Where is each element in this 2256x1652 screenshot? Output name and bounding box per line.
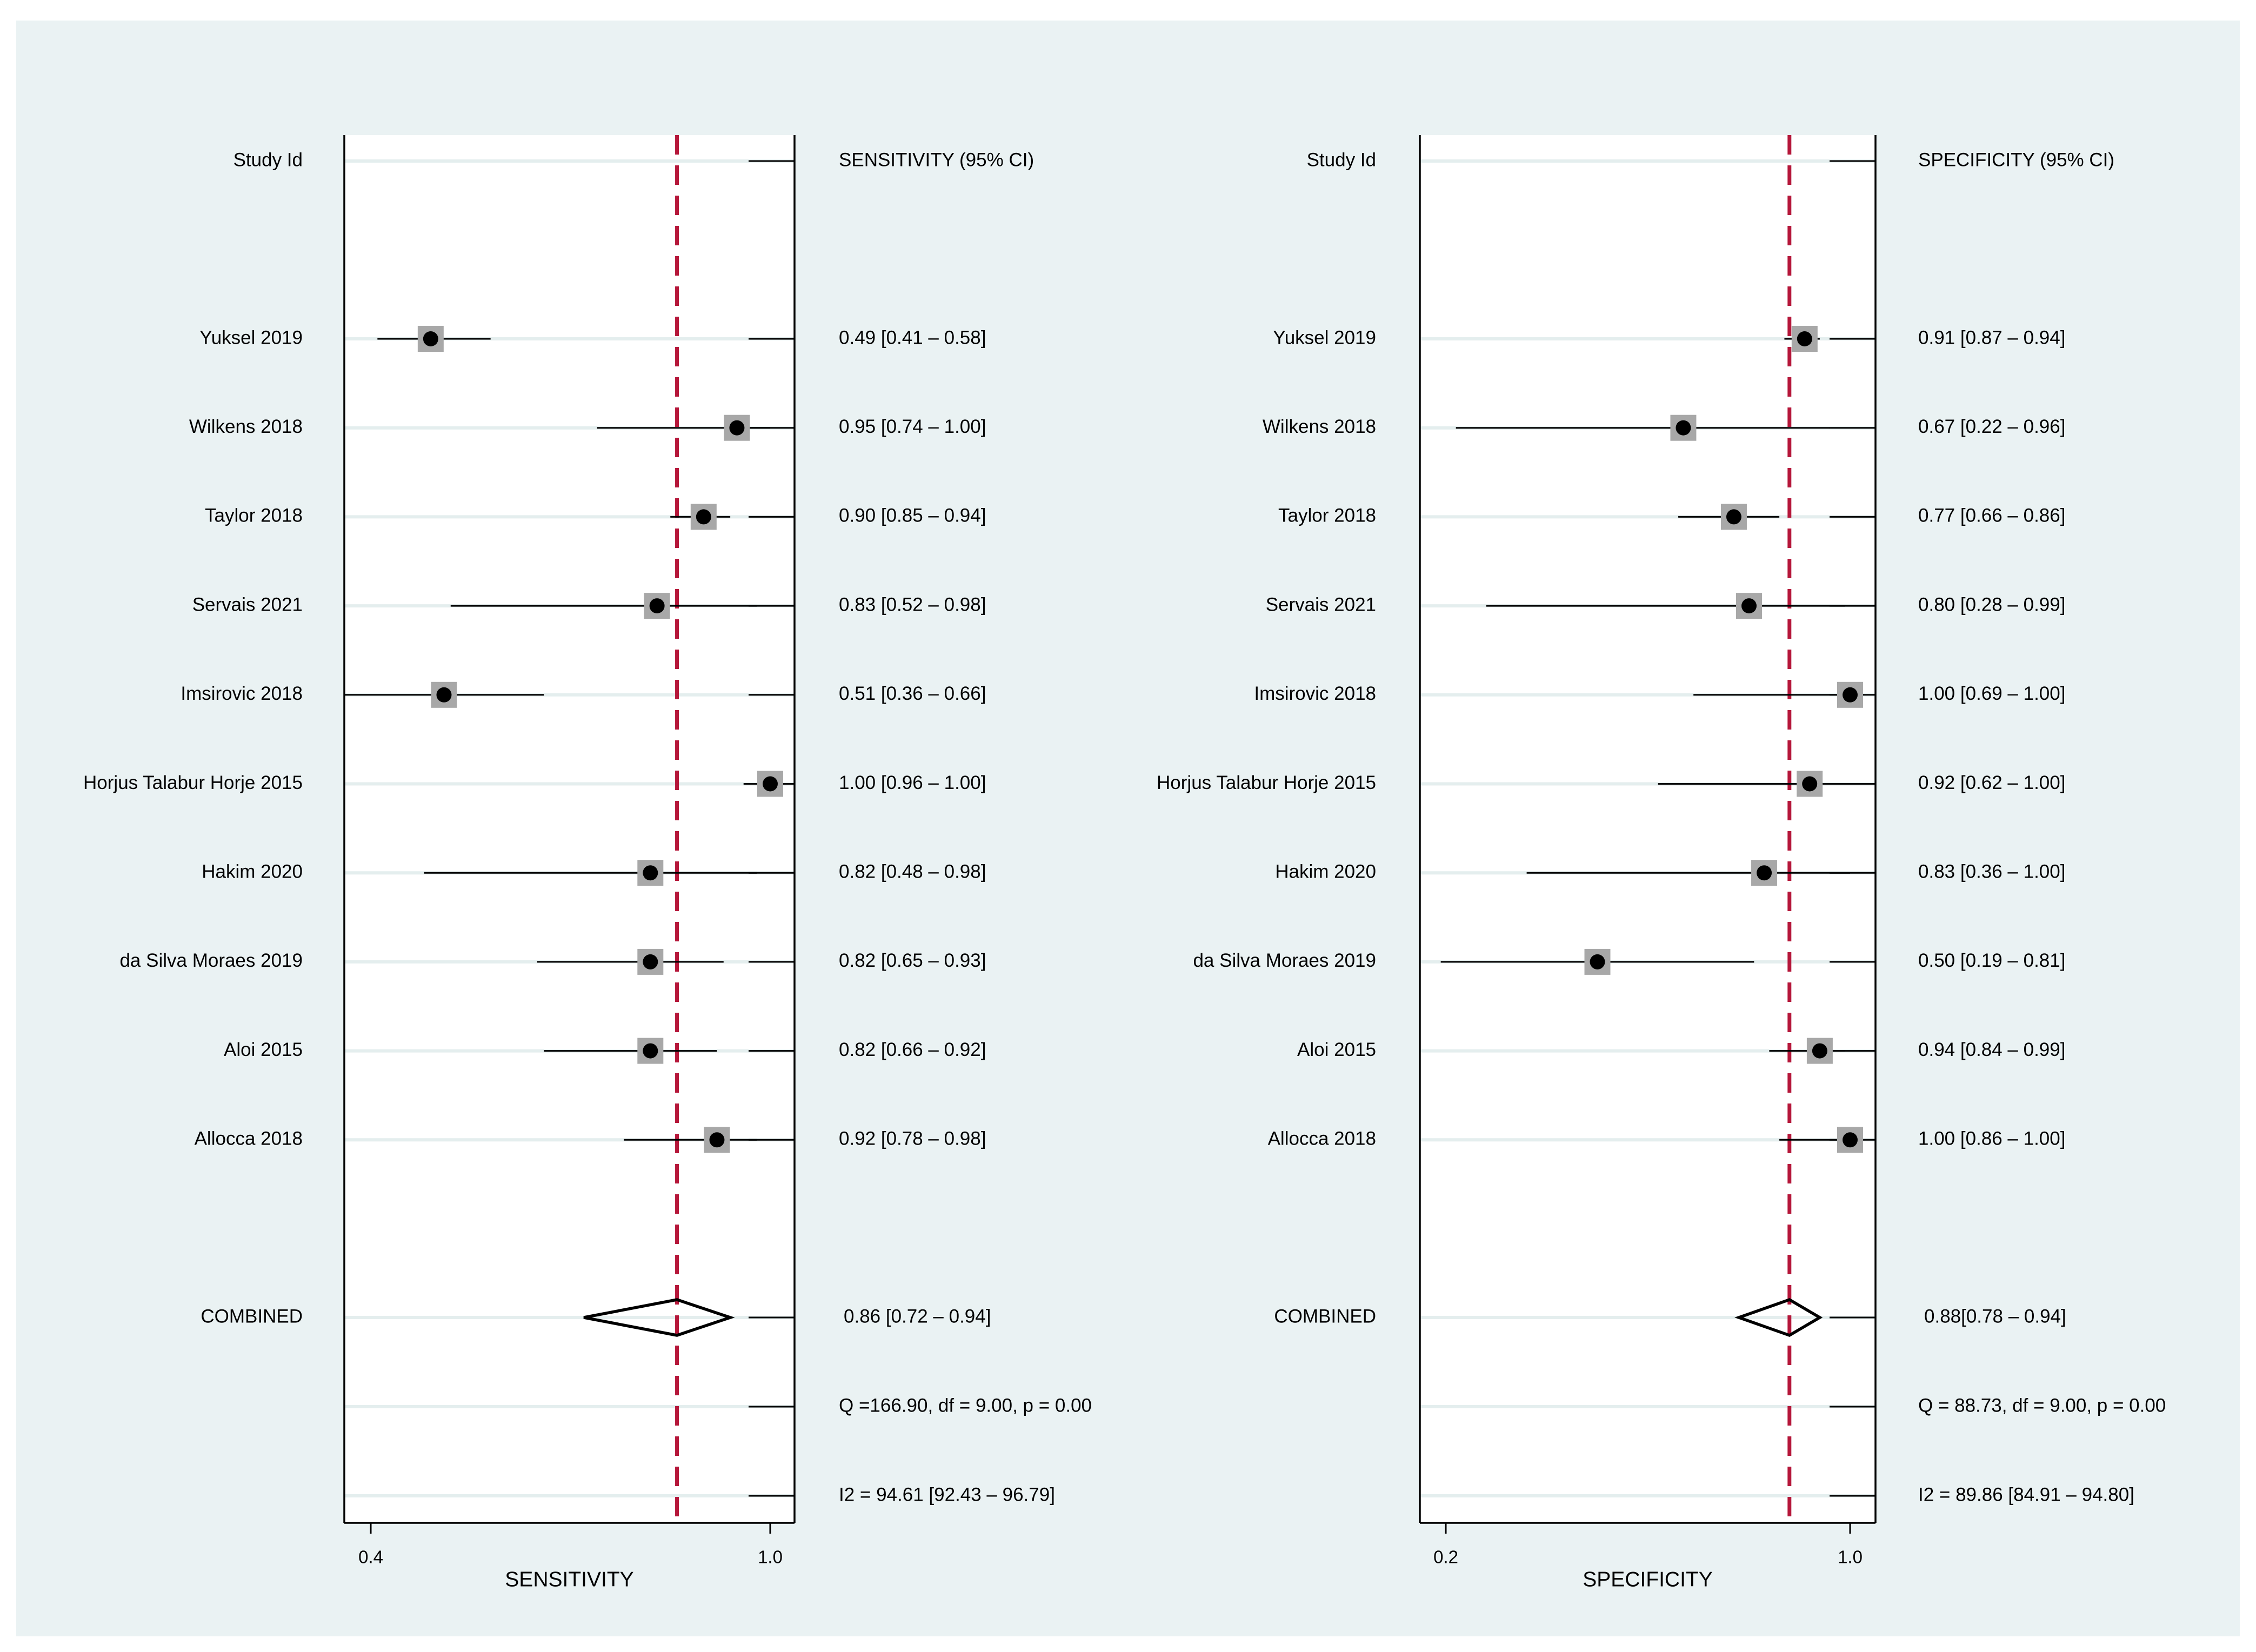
point-estimate-dot (1757, 865, 1772, 881)
specificity-axis-title: SPECIFICITY (1583, 1568, 1713, 1591)
study-name: Yuksel 2019 (1273, 327, 1376, 348)
heterogeneity-i2-stat: I2 = 94.61 [92.43 – 96.79] (839, 1484, 1055, 1505)
specificity-ci-header: SPECIFICITY (95% CI) (1918, 149, 2114, 170)
study-name: Allocca 2018 (1268, 1128, 1376, 1149)
study-estimate-label: 1.00 [0.96 – 1.00] (839, 772, 986, 793)
study-estimate-label: 0.90 [0.85 – 0.94] (839, 505, 986, 526)
specificity-forest-panel (1419, 135, 1877, 1534)
point-estimate-dot (1741, 598, 1757, 614)
point-estimate-dot (643, 865, 658, 881)
study-name: Allocca 2018 (195, 1128, 303, 1149)
study-estimate-label: 0.82 [0.65 – 0.93] (839, 950, 986, 971)
study-name: Wilkens 2018 (189, 416, 303, 437)
study-name: Wilkens 2018 (1263, 416, 1376, 437)
study-estimate-label: 0.77 [0.66 – 0.86] (1918, 505, 2065, 526)
study-name: da Silva Moraes 2019 (1193, 950, 1376, 971)
combined-estimate-diamond (583, 1298, 735, 1337)
study-estimate-label: 0.82 [0.48 – 0.98] (839, 861, 986, 882)
combined-label: COMBINED (1274, 1306, 1376, 1327)
study-name: Aloi 2015 (224, 1039, 303, 1060)
study-name: Aloi 2015 (1297, 1039, 1376, 1060)
study-name: Horjus Talabur Horje 2015 (83, 772, 303, 793)
study-estimate-label: 0.82 [0.66 – 0.92] (839, 1039, 986, 1060)
heterogeneity-q-stat: Q =166.90, df = 9.00, p = 0.00 (839, 1395, 1092, 1416)
study-name: Servais 2021 (1266, 594, 1376, 615)
study-name: Imsirovic 2018 (181, 683, 303, 704)
sensitivity-plot-area (344, 135, 795, 1523)
point-estimate-dot (1802, 776, 1818, 792)
point-estimate-dot (643, 1043, 658, 1059)
study-name: Servais 2021 (192, 594, 303, 615)
point-estimate-dot (1590, 954, 1605, 969)
point-estimate-dot (696, 509, 711, 525)
combined-estimate-label: 0.88[0.78 – 0.94] (1924, 1306, 2066, 1327)
study-estimate-label: 0.49 [0.41 – 0.58] (839, 327, 986, 348)
study-name: Hakim 2020 (1275, 861, 1376, 882)
point-estimate-dot (1812, 1043, 1827, 1059)
study-name: Taylor 2018 (205, 505, 303, 526)
heterogeneity-i2-stat: I2 = 89.86 [84.91 – 94.80] (1918, 1484, 2134, 1505)
point-estimate-dot (709, 1132, 725, 1148)
study-estimate-label: 0.51 [0.36 – 0.66] (839, 683, 986, 704)
combined-label: COMBINED (201, 1306, 303, 1327)
point-estimate-dot (436, 687, 452, 703)
point-estimate-dot (1843, 1132, 1858, 1148)
sensitivity-axis-title: SENSITIVITY (505, 1568, 633, 1591)
study-name: Imsirovic 2018 (1254, 683, 1376, 704)
combined-estimate-label: 0.86 [0.72 – 0.94] (844, 1306, 991, 1327)
study-estimate-label: 0.92 [0.78 – 0.98] (839, 1128, 986, 1149)
point-estimate-dot (1676, 420, 1691, 436)
point-estimate-dot (1797, 331, 1812, 346)
study-estimate-label: 0.92 [0.62 – 1.00] (1918, 772, 2065, 793)
study-estimate-label: 1.00 [0.69 – 1.00] (1918, 683, 2065, 704)
study-name: da Silva Moraes 2019 (119, 950, 303, 971)
point-estimate-dot (763, 776, 778, 792)
heterogeneity-q-stat: Q = 88.73, df = 9.00, p = 0.00 (1918, 1395, 2166, 1416)
study-estimate-label: 0.80 [0.28 – 0.99] (1918, 594, 2065, 615)
sensitivity-forest-panel (343, 135, 796, 1534)
study-estimate-label: 0.91 [0.87 – 0.94] (1918, 327, 2065, 348)
study-name: Taylor 2018 (1278, 505, 1376, 526)
study-id-header: Study Id (1307, 149, 1376, 170)
study-estimate-label: 1.00 [0.86 – 1.00] (1918, 1128, 2065, 1149)
study-estimate-label: 0.50 [0.19 – 0.81] (1918, 950, 2065, 971)
study-id-header: Study Id (233, 149, 303, 170)
study-estimate-label: 0.83 [0.52 – 0.98] (839, 594, 986, 615)
x-tick-label: 1.0 (758, 1547, 783, 1567)
study-estimate-label: 0.83 [0.36 – 1.00] (1918, 861, 2065, 882)
study-estimate-label: 0.94 [0.84 – 0.99] (1918, 1039, 2065, 1060)
x-tick-label: 0.2 (1433, 1547, 1458, 1567)
x-tick-label: 0.4 (358, 1547, 383, 1567)
study-estimate-label: 0.95 [0.74 – 1.00] (839, 416, 986, 437)
point-estimate-dot (649, 598, 665, 614)
study-name: Hakim 2020 (202, 861, 303, 882)
point-estimate-dot (729, 420, 745, 436)
study-estimate-label: 0.67 [0.22 – 0.96] (1918, 416, 2065, 437)
specificity-plot-area (1420, 135, 1875, 1523)
study-name: Horjus Talabur Horje 2015 (1157, 772, 1376, 793)
point-estimate-dot (1726, 509, 1741, 525)
combined-estimate-diamond (1734, 1297, 1823, 1337)
point-estimate-dot (643, 954, 658, 969)
study-name: Yuksel 2019 (199, 327, 303, 348)
sensitivity-ci-header: SENSITIVITY (95% CI) (839, 149, 1034, 170)
point-estimate-dot (423, 331, 438, 346)
point-estimate-dot (1843, 687, 1858, 703)
x-tick-label: 1.0 (1838, 1547, 1863, 1567)
